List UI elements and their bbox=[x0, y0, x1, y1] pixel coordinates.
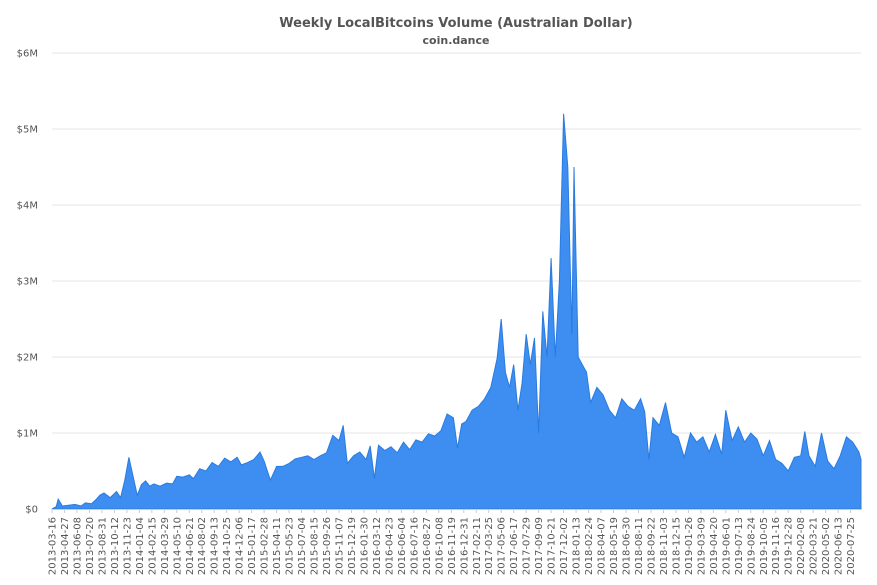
x-tick-label: 2013-08-31 bbox=[97, 517, 108, 575]
x-tick-label: 2019-03-09 bbox=[696, 517, 707, 575]
x-tick-label: 2016-12-31 bbox=[459, 517, 470, 575]
x-tick-label: 2014-09-13 bbox=[210, 517, 221, 575]
x-tick-label: 2019-01-26 bbox=[684, 517, 695, 575]
x-tick-label: 2019-06-01 bbox=[721, 517, 732, 575]
x-tick-label: 2019-04-20 bbox=[709, 517, 720, 575]
x-tick-label: 2016-11-19 bbox=[447, 517, 458, 575]
y-tick-label: $3M bbox=[17, 277, 38, 288]
x-tick-label: 2014-06-21 bbox=[185, 517, 196, 575]
x-tick-label: 2016-01-30 bbox=[360, 517, 371, 575]
chart-subtitle: coin.dance bbox=[423, 34, 490, 47]
x-tick-label: 2020-06-13 bbox=[834, 517, 845, 575]
x-tick-label: 2018-05-19 bbox=[609, 517, 620, 575]
x-tick-label: 2018-01-13 bbox=[572, 517, 583, 575]
x-tick-label: 2018-04-07 bbox=[597, 517, 608, 575]
x-tick-label: 2015-04-11 bbox=[272, 517, 283, 575]
x-tick-label: 2017-06-17 bbox=[509, 517, 520, 575]
x-tick-label: 2015-05-23 bbox=[285, 517, 296, 575]
x-tick-label: 2014-03-29 bbox=[160, 517, 171, 575]
x-tick-label: 2017-02-11 bbox=[472, 517, 483, 575]
x-tick-label: 2016-08-27 bbox=[422, 517, 433, 575]
x-tick-label: 2017-09-09 bbox=[534, 517, 545, 575]
x-tick-label: 2014-10-25 bbox=[222, 517, 233, 575]
x-tick-label: 2014-05-10 bbox=[172, 517, 183, 575]
x-tick-label: 2017-03-25 bbox=[484, 517, 495, 575]
x-tick-label: 2015-09-26 bbox=[322, 517, 333, 575]
x-tick-label: 2013-06-08 bbox=[73, 517, 84, 575]
x-tick-label: 2015-12-19 bbox=[347, 517, 358, 575]
x-tick-label: 2017-05-06 bbox=[497, 517, 508, 575]
x-tick-label: 2015-08-15 bbox=[310, 517, 321, 575]
y-tick-label: $1M bbox=[17, 429, 38, 440]
x-tick-label: 2014-12-06 bbox=[235, 517, 246, 575]
y-tick-label: $2M bbox=[17, 353, 38, 364]
x-tick-label: 2015-01-17 bbox=[247, 517, 258, 575]
x-tick-label: 2017-12-02 bbox=[559, 517, 570, 575]
x-tick-label: 2018-08-11 bbox=[634, 517, 645, 575]
x-tick-label: 2019-12-28 bbox=[784, 517, 795, 575]
x-tick-label: 2016-07-16 bbox=[409, 517, 420, 575]
x-tick-label: 2018-09-22 bbox=[647, 517, 658, 575]
y-tick-label: $4M bbox=[17, 201, 38, 212]
x-tick-label: 2014-02-15 bbox=[147, 517, 158, 575]
x-tick-label: 2020-03-21 bbox=[809, 517, 820, 575]
series-area-path bbox=[51, 113, 862, 510]
x-tick-label: 2020-07-25 bbox=[846, 517, 857, 575]
x-tick-label: 2014-01-04 bbox=[135, 517, 146, 575]
y-tick-label: $5M bbox=[17, 125, 38, 136]
x-tick-label: 2013-04-27 bbox=[60, 517, 71, 575]
series-area bbox=[51, 113, 862, 510]
x-tick-label: 2015-02-28 bbox=[260, 517, 271, 575]
x-tick-label: 2017-10-21 bbox=[547, 517, 558, 575]
x-tick-label: 2013-07-20 bbox=[85, 517, 96, 575]
x-axis: 2013-03-16 2013-04-27 2013-06-08 2013-07-20… bbox=[48, 509, 861, 575]
y-axis: $0 $1M $2M $3M $4M $5M $6M bbox=[17, 49, 38, 516]
x-tick-label: 2013-11-23 bbox=[122, 517, 133, 575]
y-tick-label: $6M bbox=[17, 49, 38, 60]
x-tick-label: 2014-08-02 bbox=[197, 517, 208, 575]
x-tick-label: 2019-10-05 bbox=[759, 517, 770, 575]
x-tick-label: 2019-11-16 bbox=[771, 517, 782, 575]
grid-lines bbox=[52, 52, 861, 510]
x-tick-label: 2017-07-29 bbox=[522, 517, 533, 575]
x-tick-label: 2015-07-04 bbox=[297, 517, 308, 575]
x-tick-label: 2018-06-30 bbox=[622, 517, 633, 575]
y-tick-label: $0 bbox=[25, 505, 38, 516]
x-tick-label: 2016-06-04 bbox=[397, 517, 408, 575]
x-tick-label: 2020-05-02 bbox=[821, 517, 832, 575]
chart-title: Weekly LocalBitcoins Volume (Australian … bbox=[279, 16, 632, 31]
x-tick-label: 2013-10-12 bbox=[110, 517, 121, 575]
x-tick-label: 2020-02-08 bbox=[796, 517, 807, 575]
x-tick-label: 2018-12-15 bbox=[671, 517, 682, 575]
x-tick-label: 2013-03-16 bbox=[48, 517, 59, 575]
x-tick-label: 2018-02-24 bbox=[584, 517, 595, 575]
x-tick-label: 2019-07-13 bbox=[734, 517, 745, 575]
x-tick-label: 2016-04-23 bbox=[384, 517, 395, 575]
x-tick-label: 2019-08-24 bbox=[746, 517, 757, 575]
x-tick-label: 2016-10-08 bbox=[434, 517, 445, 575]
x-tick-label: 2016-03-12 bbox=[372, 517, 383, 575]
x-tick-label: 2015-11-07 bbox=[335, 517, 346, 575]
x-tick-label: 2018-11-03 bbox=[659, 517, 670, 575]
